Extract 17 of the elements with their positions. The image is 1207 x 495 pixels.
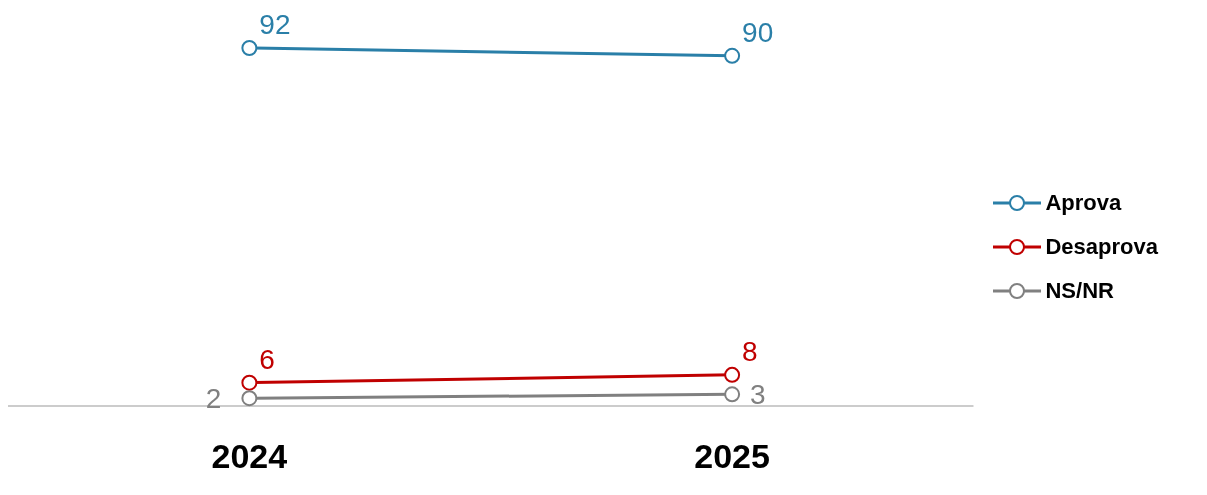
data-label: 92 <box>259 9 291 40</box>
point <box>241 374 258 391</box>
legend-label: NS/NR <box>1045 278 1114 304</box>
x-tick-label: 2025 <box>694 437 770 476</box>
point <box>241 390 258 407</box>
data-label: 2 <box>205 383 222 415</box>
point <box>724 386 741 403</box>
data-label: 6 <box>259 343 275 375</box>
point <box>724 47 741 64</box>
point <box>724 366 741 383</box>
x-tick-label: 2024 <box>211 437 288 476</box>
point <box>241 40 258 56</box>
data-label: 3 <box>750 379 766 411</box>
data-label: 8 <box>742 335 758 367</box>
data-label: 90 <box>742 16 774 48</box>
legend-label: Aprova <box>1045 190 1122 216</box>
legend-label: Desaprova <box>1045 234 1158 260</box>
